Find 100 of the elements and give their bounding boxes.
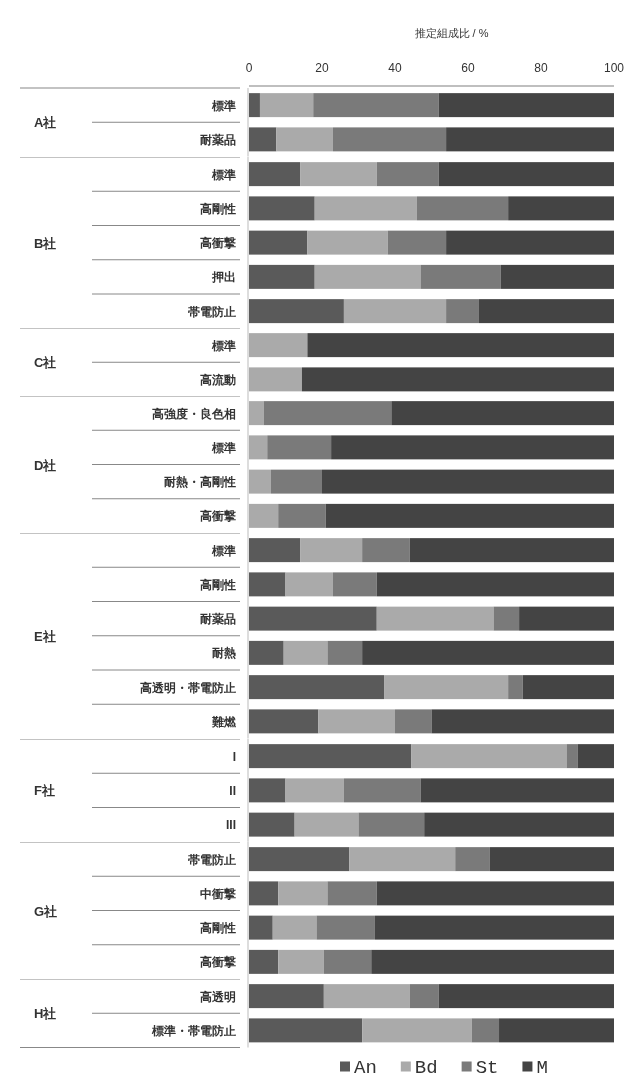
bar	[424, 812, 614, 837]
bar	[420, 778, 614, 803]
bar	[376, 606, 494, 631]
bar	[327, 641, 363, 666]
bar	[249, 195, 315, 220]
bar	[508, 195, 614, 220]
bar	[362, 538, 410, 563]
bar	[471, 1017, 500, 1042]
bar	[409, 983, 439, 1008]
y-tick-label: 標準	[211, 338, 236, 353]
bar	[278, 504, 326, 529]
bar	[323, 983, 410, 1008]
bar	[391, 401, 614, 426]
y-tick-label: 高流動	[200, 372, 236, 387]
bar	[323, 949, 372, 974]
bar	[278, 880, 328, 905]
bar	[446, 230, 614, 255]
y-tick-label: 高透明	[200, 989, 236, 1004]
bar	[343, 298, 447, 323]
bar	[431, 709, 614, 734]
bar	[387, 230, 447, 255]
y-tick-label: 標準・帯電防止	[151, 1023, 236, 1038]
y-tick-label: 高強度・良色相	[152, 406, 236, 421]
x-tick-label: 60	[461, 61, 475, 75]
bar	[249, 880, 279, 905]
bar	[455, 846, 490, 871]
bar	[314, 195, 417, 220]
y-tick-label: 標準	[211, 543, 236, 558]
bar	[376, 161, 439, 186]
text: C社	[34, 355, 57, 370]
bar	[318, 709, 395, 734]
x-tick-label: 80	[534, 61, 548, 75]
y-tick-label: 高剛性	[200, 578, 236, 593]
bar	[249, 812, 295, 837]
bar	[249, 915, 273, 940]
bar	[438, 93, 614, 118]
bar	[362, 1017, 472, 1042]
bar	[249, 572, 286, 597]
bar	[331, 435, 614, 460]
bar	[438, 161, 614, 186]
bar	[249, 504, 279, 529]
bar	[313, 93, 439, 118]
bar	[249, 161, 301, 186]
bar	[349, 846, 456, 871]
bar	[416, 195, 509, 220]
bar	[395, 709, 432, 734]
bar	[371, 949, 614, 974]
text: D社	[34, 457, 57, 473]
bar	[278, 949, 324, 974]
bar	[283, 641, 328, 666]
bar	[478, 298, 614, 323]
y-tick-label: 標準	[211, 441, 236, 456]
bar	[376, 880, 614, 905]
y-tick-label: 高衝撃	[200, 235, 236, 250]
y-tick-label: 耐薬品	[200, 612, 236, 627]
text: A社	[34, 115, 57, 131]
bar	[411, 743, 567, 768]
y-tick-label: 高衝撃	[200, 509, 236, 524]
bar	[285, 778, 344, 803]
y-tick-label: 高衝撃	[200, 954, 236, 969]
bar	[249, 1017, 363, 1042]
bar	[249, 778, 286, 803]
y-tick-label: II	[229, 783, 236, 798]
bar	[249, 298, 344, 323]
bar	[493, 606, 520, 631]
bar	[374, 915, 614, 940]
text: B社	[34, 235, 57, 251]
bar	[566, 743, 578, 768]
text: E社	[34, 629, 56, 644]
bar	[267, 435, 332, 460]
bar	[249, 127, 277, 152]
bar	[249, 230, 308, 255]
bar	[325, 504, 614, 529]
y-tick-label: 中衝撃	[200, 886, 236, 901]
bar	[314, 264, 421, 289]
bar	[358, 812, 425, 837]
bar	[285, 572, 333, 597]
bar	[263, 401, 392, 426]
bar	[249, 709, 319, 734]
legend-label: Bd	[414, 1056, 438, 1078]
bar	[343, 778, 421, 803]
bar	[276, 127, 333, 152]
bar	[272, 915, 317, 940]
bar	[249, 538, 301, 563]
y-tick-label: 帯電防止	[188, 852, 236, 867]
legend-label: St	[475, 1056, 499, 1078]
bar	[577, 743, 614, 768]
bar	[322, 469, 614, 494]
bar	[327, 880, 377, 905]
bar	[362, 641, 614, 666]
x-axis-title: 推定組成比 / %	[414, 27, 489, 39]
bar	[499, 1017, 614, 1042]
bar	[446, 127, 614, 152]
y-tick-label: 耐薬品	[200, 132, 236, 147]
legend-label: M	[536, 1056, 548, 1078]
bar	[332, 127, 447, 152]
bar	[376, 572, 614, 597]
bar	[307, 230, 388, 255]
bar	[249, 949, 279, 974]
bar	[508, 675, 523, 700]
